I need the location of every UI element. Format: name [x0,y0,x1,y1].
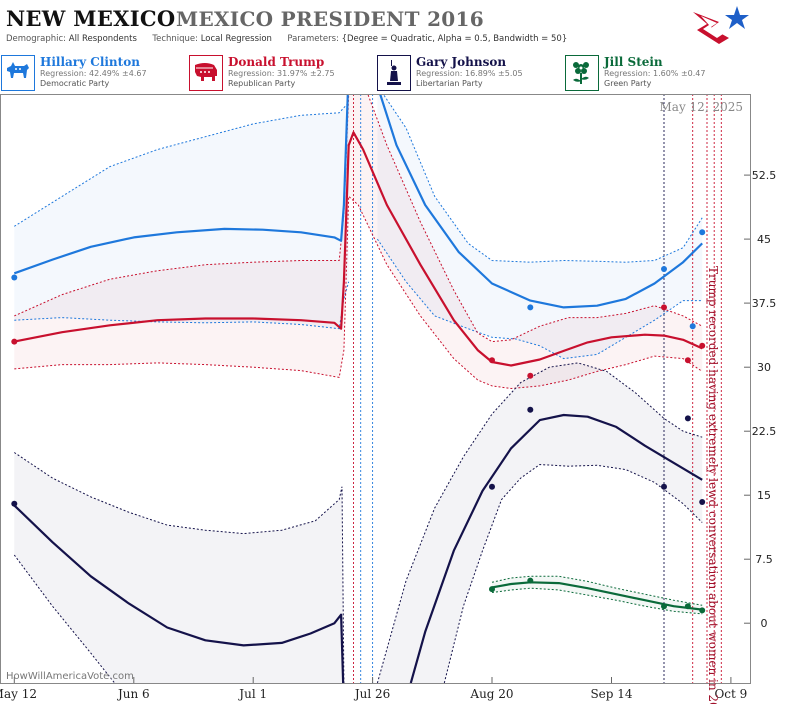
legend-jill-stein: Jill Stein Regression: 1.60% ±0.47 Green… [564,54,750,92]
candidate-party: Green Party [604,79,652,88]
jill-stein-poll-point [684,603,691,610]
legend-gary-johnson: Gary Johnson Regression: 16.89% ±5.05 Li… [376,54,562,92]
statue-of-liberty-icon [377,55,411,91]
jill-stein-upper-bound [491,575,703,606]
parameters-label: Parameters: [287,34,339,44]
hillary-clinton-regression-line [13,95,349,275]
demographic-value: All Respondents [68,34,137,44]
x-tick-label: Oct 9 [714,687,747,701]
hillary-clinton-poll-point [699,229,706,236]
gary-johnson-poll-point [527,406,534,413]
x-tick-label: Jul 26 [353,687,390,701]
candidate-party: Democratic Party [40,79,110,88]
parameters-value: {Degree = Quadratic, Alpha = 0.5, Bandwi… [341,34,568,44]
donald-trump-poll-point [661,304,667,311]
x-tick-label: Aug 20 [469,687,513,701]
candidate-regression: Regression: 42.49% ±4.67 [40,69,147,78]
hillary-clinton-poll-point [661,266,667,272]
x-tick-label: Jul 1 [237,687,267,701]
chart-svg: 0 7.5 15 22.5 30 37.5 45 52.5 May 12 Jun 6 Jul 1 J… [0,94,777,704]
y-tick-label: 7.5 [755,553,773,566]
y-tick-label: 15 [757,489,771,502]
legend-hillary-clinton: Hillary Clinton Regression: 42.49% ±4.67… [0,54,186,92]
jill-stein-poll-point [661,603,667,610]
x-tick-label: Sep 14 [590,687,632,701]
gary-johnson-confidence-band [14,452,344,683]
hillary-clinton-poll-point [527,304,534,311]
hillary-clinton-confidence-band [14,102,349,329]
hillary-clinton-upper-bound [14,102,350,227]
donald-trump-poll-point [11,338,18,345]
candidate-party: Republican Party [228,79,296,88]
candidate-party: Libertarian Party [416,79,483,88]
elephant-icon [189,55,223,91]
flower-icon [565,55,599,91]
jill-stein-confidence-band [492,576,703,614]
candidate-regression: Regression: 31.97% ±2.75 [228,69,335,78]
gary-johnson-poll-point [661,483,667,490]
gary-johnson-poll-point [11,500,18,507]
date-stamp: May 12, 2025 [660,100,743,114]
gary-johnson-regression-line [409,413,703,683]
hillary-clinton-upper-bound [383,95,703,263]
candidate-name: Donald Trump [228,55,325,69]
gary-johnson-upper-bound [376,362,703,683]
candidate-regression: Regression: 1.60% ±0.47 [604,69,706,78]
donkey-icon [1,55,35,91]
legend-donald-trump: Donald Trump Regression: 31.97% ±2.75 Re… [188,54,374,92]
jill-stein-poll-point [699,607,706,614]
donald-trump-poll-point [527,372,534,379]
donald-trump-poll-point [489,357,495,364]
hillary-clinton-poll-point [689,323,696,330]
race-title: MEXICO PRESIDENT 2016 [176,7,484,31]
site-credit: HowWillAmericaVote.com [6,671,134,682]
donald-trump-poll-point [684,357,691,364]
gary-johnson-poll-point [684,415,691,422]
donald-trump-upper-bound [14,95,703,343]
jill-stein-poll-point [489,586,495,593]
technique-value: Local Regression [200,34,272,44]
regression-chart: 0 7.5 15 22.5 30 37.5 45 52.5 May 12 Jun 6 Jul 1 J… [0,94,789,704]
y-tick-label: 52.5 [752,169,777,182]
donald-trump-lower-bound [14,195,703,390]
site-logo-icon [693,6,749,44]
donald-trump-poll-point [699,342,706,349]
y-tick-label: 37.5 [752,297,777,310]
candidate-name: Gary Johnson [416,55,507,69]
page-header: NEW MEXICO MEXICO PRESIDENT 2016 Demogra… [0,0,789,52]
y-tick-label: 30 [757,361,771,374]
hillary-clinton-regression-line [379,95,703,309]
donald-trump-confidence-band [14,95,703,389]
jill-stein-poll-point [527,577,534,584]
gary-johnson-upper-bound [14,452,345,683]
state-title: NEW MEXICO [6,6,176,31]
demographic-label: Demographic: [6,34,67,44]
candidate-legend: Hillary Clinton Regression: 42.49% ±4.67… [0,54,789,94]
jill-stein-lower-bound [491,587,703,615]
technique-label: Technique: [152,34,199,44]
candidate-name: Jill Stein [604,55,663,69]
hillary-clinton-lower-bound [376,238,703,360]
gary-johnson-regression-line [13,504,345,683]
gary-johnson-lower-bound [443,463,703,683]
candidate-regression: Regression: 16.89% ±5.05 [416,69,523,78]
hillary-clinton-confidence-band [377,95,703,359]
donald-trump-regression-line [14,131,703,367]
gary-johnson-poll-point [489,483,495,490]
parameters-line: Demographic: All Respondents Technique: … [6,34,567,44]
hillary-clinton-poll-point [11,274,18,281]
y-tick-label: 22.5 [752,425,777,438]
gary-johnson-confidence-band [377,362,703,683]
event-annotation: Trump recorded having extremely lewd con… [706,266,720,704]
y-tick-label: 0 [761,617,768,630]
x-tick-label: Jun 6 [116,687,150,701]
candidate-name: Hillary Clinton [40,55,140,69]
x-tick-label: May 12 [0,687,37,701]
plot-frame [0,94,751,684]
gary-johnson-poll-point [699,499,706,505]
y-tick-label: 45 [757,233,771,246]
